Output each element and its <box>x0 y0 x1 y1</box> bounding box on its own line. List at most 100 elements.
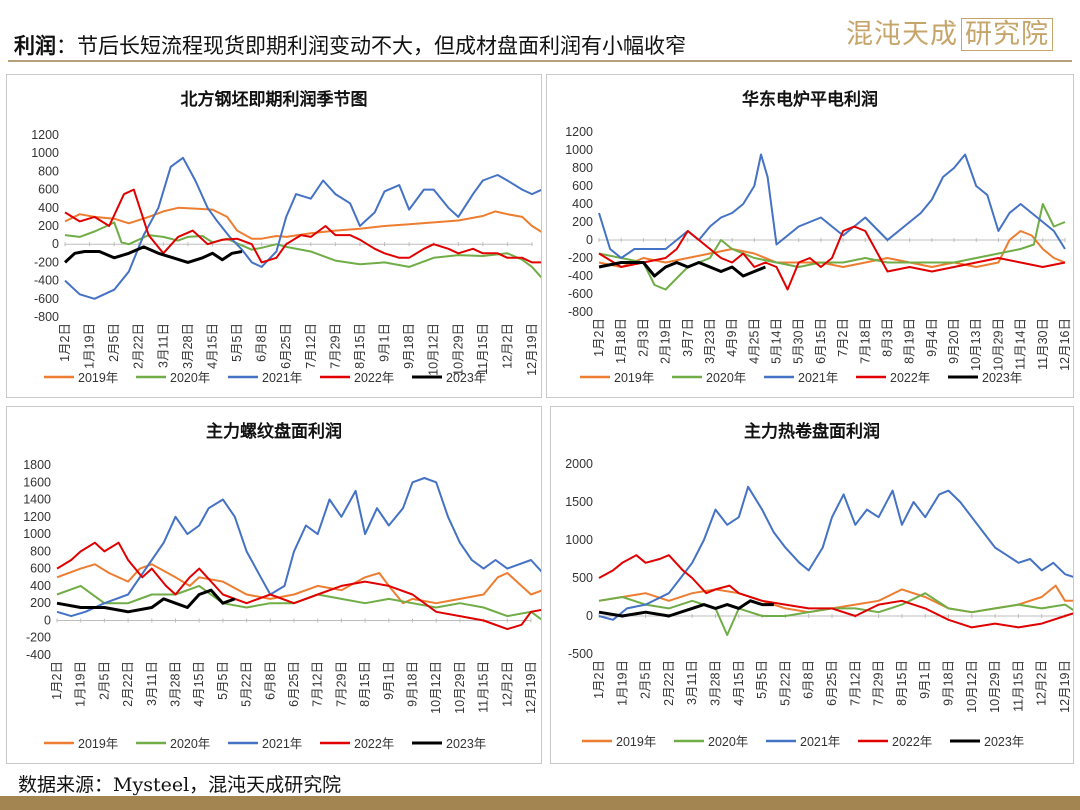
legend-label: 2023年 <box>446 737 486 751</box>
y-tick-label: 1000 <box>31 146 59 160</box>
x-tick-label: 6月8日 <box>802 660 816 699</box>
legend-label: 2022年 <box>354 371 394 385</box>
x-tick-label: 6月15日 <box>814 318 828 364</box>
y-tick-label: 400 <box>572 197 593 211</box>
x-tick-label: 5月22日 <box>778 660 792 706</box>
legend-label: 2020年 <box>170 737 210 751</box>
series-line-2021年 <box>56 477 556 618</box>
legend-label: 2020年 <box>708 735 748 749</box>
x-tick-label: 1月19日 <box>83 323 97 369</box>
chart-title: 主力螺纹盘面利润 <box>206 422 342 442</box>
x-tick-label: 3月11日 <box>145 661 159 706</box>
x-tick-label: 2月22日 <box>132 323 146 369</box>
y-tick-label: 1200 <box>565 125 593 139</box>
legend-item: 2023年 <box>412 371 486 385</box>
x-tick-label: 11月15日 <box>476 323 490 375</box>
x-tick-label: 12月19日 <box>1058 660 1072 713</box>
x-tick-label: 5月22日 <box>240 661 254 707</box>
y-tick-label: -400 <box>26 648 51 662</box>
x-tick-label: 12月2日 <box>500 323 514 369</box>
footer-bar <box>0 796 1080 810</box>
series-line-2019年 <box>598 230 1066 268</box>
x-tick-label: 8月15日 <box>895 660 909 706</box>
x-tick-label: 10月29日 <box>453 661 467 714</box>
x-tick-label: 1月2日 <box>50 661 64 700</box>
x-tick-label: 10月12日 <box>429 661 443 714</box>
x-tick-label: 10月12日 <box>427 323 441 376</box>
series-line-2022年 <box>56 541 555 631</box>
y-tick-label: 0 <box>44 613 51 627</box>
y-tick-label: 0 <box>586 609 593 623</box>
y-tick-label: -800 <box>34 310 59 324</box>
header-title-bold: 利润 <box>14 33 56 58</box>
x-tick-label: 8月3日 <box>880 318 894 357</box>
x-tick-label: 5月14日 <box>770 318 784 364</box>
legend-item: 2020年 <box>136 737 210 751</box>
chart-hrc-profit: -500 0 500 1000 1500 2000 1月2日 1月19日 2月5日 2月22日 3月… <box>565 457 1080 749</box>
logo-text: 混沌天成 <box>846 19 958 50</box>
legend-label: 2020年 <box>706 371 746 385</box>
chart-billet-profit: -800 -600 -400 -200 0 200 400 600 800 1000 1200 1月2… <box>31 128 548 385</box>
x-tick-label: 9月20日 <box>947 318 961 364</box>
y-tick-label: 2000 <box>565 457 593 471</box>
x-tick-label: 1月2日 <box>592 660 606 699</box>
x-tick-label: 5月5日 <box>230 323 244 362</box>
series-line-2020年 <box>64 221 548 284</box>
x-tick-label: 2月3日 <box>636 318 650 357</box>
x-tick-label: 10月13日 <box>969 318 983 371</box>
x-tick-label: 7月12日 <box>848 660 862 706</box>
y-tick-label: 1800 <box>23 458 51 472</box>
legend-item: 2020年 <box>674 735 748 749</box>
x-tick-label: 6月25日 <box>825 660 839 706</box>
x-tick-label: 7月12日 <box>304 323 318 369</box>
legend-label: 2023年 <box>984 735 1024 749</box>
legend-item: 2023年 <box>948 371 1022 385</box>
y-tick-label: 1000 <box>565 533 593 547</box>
x-tick-label: 1月19日 <box>74 661 88 707</box>
x-tick-label: 4月9日 <box>725 318 739 357</box>
x-tick-label: 2月22日 <box>121 661 135 707</box>
x-tick-label: 12月19日 <box>525 323 539 376</box>
x-tick-label: 3月28日 <box>709 660 723 706</box>
chart-title: 北方钢坯即期利润季节图 <box>180 90 368 110</box>
x-tick-label: 7月2日 <box>836 318 850 357</box>
legend-label: 2022年 <box>354 737 394 751</box>
chart-title: 华东电炉平电利润 <box>742 90 878 110</box>
x-tick-label: 1月18日 <box>614 318 628 364</box>
series-line-2023年 <box>598 599 774 618</box>
y-tick-label: 1200 <box>23 510 51 524</box>
y-tick-label: -400 <box>34 274 59 288</box>
legend-label: 2020年 <box>170 371 210 385</box>
x-tick-label: 8月15日 <box>358 661 372 707</box>
x-tick-label: 1月2日 <box>58 323 72 362</box>
x-tick-label: 11月15日 <box>1011 660 1025 712</box>
chart-panel-billet: 北方钢坯即期利润季节图 -800 -600 -400 -200 0 200 400 600 80… <box>6 74 548 398</box>
legend-item: 2022年 <box>320 371 394 385</box>
y-tick-label: 200 <box>572 215 593 229</box>
x-tick-label: 2月5日 <box>107 323 121 362</box>
x-tick-label: 12月2日 <box>1035 660 1049 706</box>
legend-label: 2019年 <box>78 737 118 751</box>
logo-boxed-text: 研究院 <box>961 18 1053 51</box>
x-tick-label: 3月23日 <box>703 318 717 364</box>
legend-item: 2022年 <box>320 737 394 751</box>
y-tick-label: 400 <box>30 579 51 593</box>
y-tick-label: -200 <box>34 255 59 269</box>
x-tick-label: 4月25日 <box>747 318 761 364</box>
y-tick-label: 600 <box>572 179 593 193</box>
y-tick-label: -800 <box>568 305 593 319</box>
legend-item: 2022年 <box>858 735 932 749</box>
legend-item: 2019年 <box>582 735 656 749</box>
series-line-2023年 <box>63 245 243 264</box>
x-tick-label: 7月29日 <box>872 660 886 706</box>
legend-item: 2020年 <box>136 371 210 385</box>
x-tick-label: 3月28日 <box>169 661 183 707</box>
y-tick-label: 600 <box>30 562 51 576</box>
x-tick-label: 9月4日 <box>925 318 939 357</box>
y-tick-label: 400 <box>38 201 59 215</box>
series-line-2023年 <box>56 588 236 614</box>
x-tick-label: 4月15日 <box>192 661 206 707</box>
y-tick-label: 1200 <box>31 128 59 142</box>
x-tick-label: 5月30日 <box>792 318 806 364</box>
series-line-2022年 <box>598 554 1080 629</box>
